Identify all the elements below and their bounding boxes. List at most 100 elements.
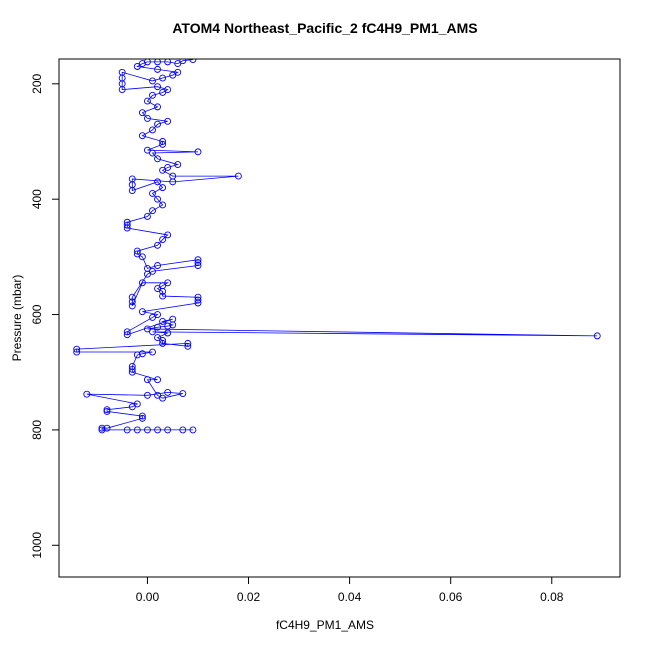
data-point — [103, 406, 111, 414]
data-point — [159, 282, 167, 290]
data-point — [184, 339, 192, 347]
x-tick-label: 0.02 — [237, 590, 261, 604]
data-point — [164, 163, 172, 171]
x-axis-label: fC4H9_PM1_AMS — [275, 618, 375, 632]
data-point — [154, 426, 162, 434]
data-point — [154, 334, 162, 342]
data-point — [143, 325, 151, 333]
data-point — [159, 184, 167, 192]
data-point — [154, 65, 162, 73]
data-point — [133, 400, 141, 408]
y-axis-label: Pressure (mbar) — [10, 274, 24, 362]
data-point — [154, 83, 162, 91]
data-point — [149, 328, 156, 336]
data-point — [138, 412, 146, 420]
data-point — [138, 308, 146, 316]
data-point — [128, 302, 136, 310]
data-point — [154, 376, 162, 384]
data-point — [159, 138, 167, 145]
data-point — [159, 337, 167, 344]
data-point — [149, 126, 156, 134]
data-point — [164, 426, 172, 434]
data-point — [194, 256, 202, 264]
data-point — [138, 132, 146, 140]
data-point — [83, 390, 91, 398]
data-point — [149, 91, 156, 99]
data-point — [154, 285, 162, 293]
data-point — [194, 148, 202, 156]
data-point — [128, 293, 136, 301]
data-point — [133, 351, 141, 359]
data-point — [164, 329, 172, 337]
data-point — [169, 172, 177, 180]
data-point — [128, 298, 136, 306]
data-point — [149, 77, 156, 85]
data-point — [179, 390, 187, 398]
data-point — [138, 414, 146, 422]
data-point — [159, 140, 167, 148]
data-point — [143, 426, 151, 434]
data-point — [154, 103, 162, 111]
data-point — [154, 59, 161, 66]
data-point — [133, 250, 141, 258]
data-point — [164, 231, 172, 239]
data-point — [159, 292, 167, 300]
data-point — [123, 221, 131, 229]
data-point — [143, 376, 151, 384]
y-tick-label: 200 — [30, 73, 44, 93]
data-point — [149, 348, 156, 356]
data-point — [149, 149, 156, 157]
data-point — [174, 60, 182, 68]
data-point — [169, 71, 177, 79]
data-point — [154, 178, 162, 186]
data-point — [73, 345, 81, 353]
data-point — [143, 391, 151, 399]
data-point — [103, 408, 111, 415]
data-point — [98, 426, 106, 434]
data-point — [138, 279, 146, 287]
data-point — [98, 424, 106, 432]
data-point — [143, 114, 151, 122]
data-point — [123, 331, 131, 339]
plot-frame — [58, 58, 621, 578]
data-point — [103, 424, 111, 432]
data-point — [179, 59, 187, 65]
data-point — [143, 264, 151, 272]
data-point — [159, 394, 167, 402]
data-point — [154, 311, 162, 318]
data-point — [128, 403, 136, 411]
data-point — [143, 213, 151, 220]
data-point — [154, 155, 162, 163]
y-tick-label: 1000 — [30, 532, 44, 559]
data-point — [154, 120, 162, 128]
data-point — [179, 426, 187, 434]
data-point — [123, 328, 131, 336]
series-line — [76, 59, 598, 431]
data-point — [164, 388, 172, 396]
data-point — [118, 68, 126, 76]
data-point — [128, 175, 136, 183]
data-point — [143, 146, 151, 154]
data-point — [133, 247, 141, 255]
data-point — [174, 161, 182, 169]
data-point — [138, 60, 146, 68]
data-point — [159, 339, 167, 347]
data-point — [133, 63, 141, 70]
data-point — [593, 332, 601, 340]
data-point — [123, 426, 131, 434]
x-tick-label: 0.04 — [338, 590, 362, 604]
data-point — [169, 315, 177, 323]
data-point — [194, 296, 202, 304]
data-point — [194, 293, 202, 301]
data-point — [138, 350, 146, 358]
data-point — [144, 59, 151, 66]
data-point — [174, 68, 182, 76]
data-point — [159, 201, 167, 209]
data-point — [154, 391, 162, 399]
data-point — [159, 166, 167, 174]
data-point — [154, 241, 162, 249]
data-point — [189, 59, 197, 64]
data-point — [164, 117, 172, 125]
data-point — [128, 365, 136, 373]
